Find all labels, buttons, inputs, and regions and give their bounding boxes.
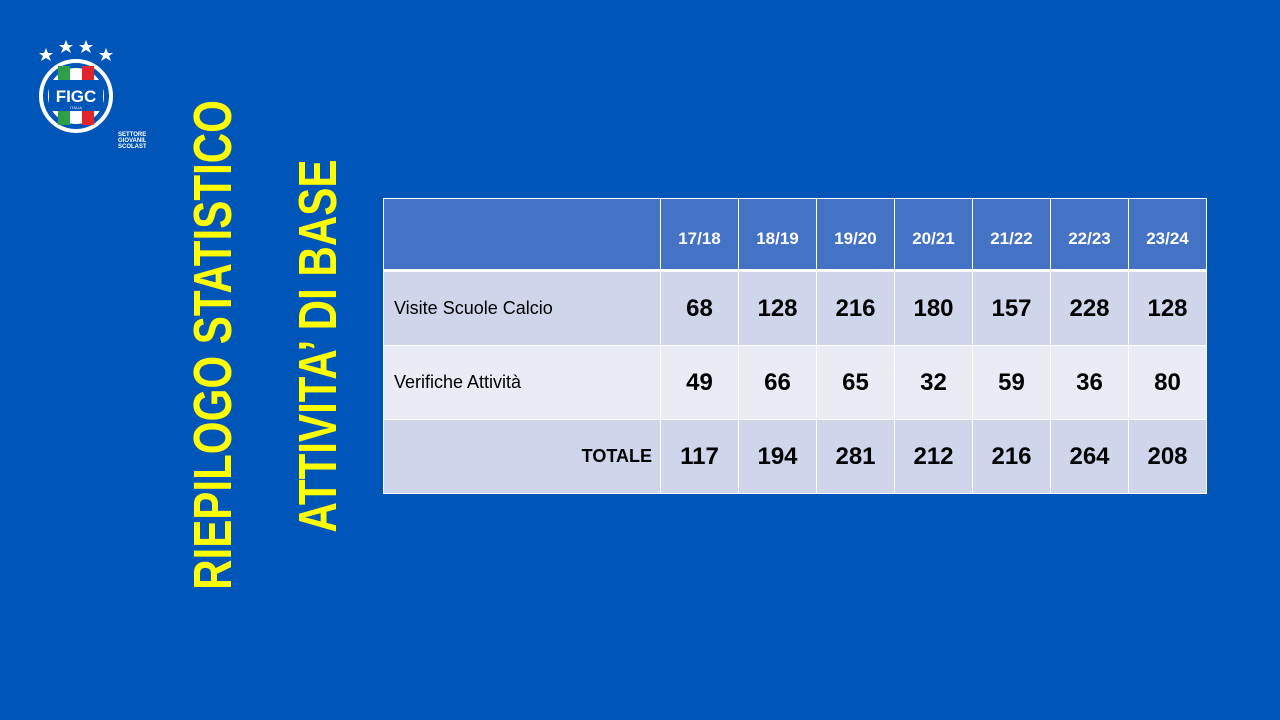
table-cell: 66 [738,345,817,420]
svg-text:GIOVANILE E: GIOVANILE E [118,138,146,144]
header-empty [383,198,661,271]
row-label: Verifiche Attività [383,345,661,420]
sub-title: ATTIVITA’ DI BASE [288,159,348,533]
table-cell: 80 [1128,345,1207,420]
svg-text:FIGC: FIGC [56,87,97,106]
stats-table: 17/18 18/19 19/20 20/21 21/22 22/23 23/2… [383,198,1207,494]
table-row: Visite Scuole Calcio 68 128 216 180 157 228 128 [383,270,1207,346]
table-cell: 212 [894,419,973,494]
column-header: 21/22 [972,198,1051,271]
table-cell: 216 [816,270,895,346]
row-label: Visite Scuole Calcio [383,270,661,346]
table-cell: 117 [660,419,739,494]
table-cell: 180 [894,270,973,346]
table-cell: 32 [894,345,973,420]
svg-text:SCOLASTICO: SCOLASTICO [118,144,146,150]
table-cell: 208 [1128,419,1207,494]
column-header: 17/18 [660,198,739,271]
table-cell: 59 [972,345,1051,420]
table-row: TOTALE 117 194 281 212 216 264 208 [383,419,1207,494]
table-cell: 216 [972,419,1051,494]
table-cell: 128 [738,270,817,346]
main-title: RIEPILOGO STATISTICO [183,100,243,590]
table-cell: 65 [816,345,895,420]
table-cell: 228 [1050,270,1129,346]
figc-logo: FIGC ITALIA SETTORE GIOVANILE E SCOLASTI… [39,40,146,150]
column-header: 20/21 [894,198,973,271]
table-cell: 264 [1050,419,1129,494]
table-cell: 49 [660,345,739,420]
table-cell: 36 [1050,345,1129,420]
table-cell: 194 [738,419,817,494]
row-label: TOTALE [383,419,661,494]
table-cell: 281 [816,419,895,494]
table-row: Verifiche Attività 49 66 65 32 59 36 80 [383,345,1207,420]
column-header: 18/19 [738,198,817,271]
svg-text:SETTORE: SETTORE [118,132,146,138]
table-cell: 68 [660,270,739,346]
column-header: 23/24 [1128,198,1207,271]
column-header: 19/20 [816,198,895,271]
table-cell: 128 [1128,270,1207,346]
table-header-row: 17/18 18/19 19/20 20/21 21/22 22/23 23/2… [383,198,1207,271]
svg-text:ITALIA: ITALIA [70,105,82,110]
column-header: 22/23 [1050,198,1129,271]
table-cell: 157 [972,270,1051,346]
